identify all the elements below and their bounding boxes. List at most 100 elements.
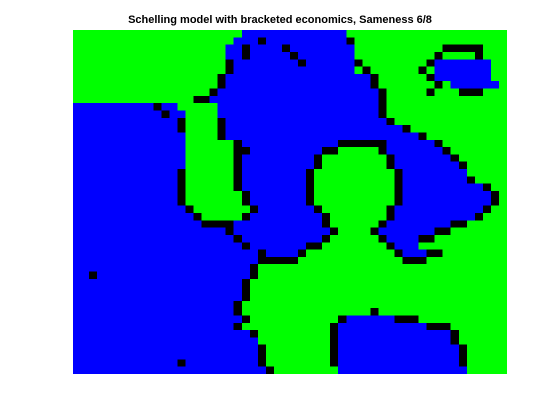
vacant-cell: [450, 220, 468, 229]
vacant-cell: [241, 286, 251, 294]
vacant-cell: [362, 66, 371, 75]
vacant-cell: [338, 315, 347, 324]
vacant-cell: [458, 359, 468, 368]
vacant-cell: [346, 37, 355, 46]
vacant-cell: [177, 125, 186, 133]
vacant-cell: [306, 176, 315, 185]
green-cell: [482, 44, 507, 53]
green-cell: [73, 51, 227, 60]
blue-cell: [338, 322, 428, 331]
green-cell: [458, 154, 507, 163]
vacant-cell: [298, 59, 307, 67]
blue-cell: [73, 300, 235, 309]
blue-cell: [73, 264, 251, 272]
green-cell: [185, 161, 235, 170]
blue-cell: [386, 139, 436, 148]
green-cell: [338, 147, 379, 155]
green-cell: [265, 352, 331, 360]
vacant-cell: [217, 117, 227, 126]
blue-cell: [73, 234, 235, 243]
green-cell: [362, 59, 428, 67]
vacant-cell: [249, 330, 259, 338]
green-cell: [185, 183, 235, 192]
blue-cell: [265, 37, 347, 46]
green-cell: [474, 176, 507, 185]
blue-cell: [73, 161, 186, 170]
vacant-cell: [233, 183, 243, 192]
blue-cell: [73, 330, 251, 338]
blue-cell: [249, 242, 307, 250]
vacant-cell: [386, 212, 395, 221]
vacant-cell: [458, 352, 468, 360]
vacant-cell: [217, 81, 227, 89]
blue-cell: [338, 330, 452, 338]
blue-cell: [434, 73, 492, 82]
blue-cell: [73, 249, 259, 258]
vacant-cell: [426, 59, 436, 67]
vacant-cell: [370, 73, 379, 82]
green-cell: [458, 337, 507, 346]
green-cell: [241, 300, 507, 309]
blue-cell: [402, 183, 484, 192]
vacant-cell: [161, 110, 170, 119]
green-cell: [378, 81, 436, 89]
vacant-cell: [330, 322, 339, 331]
green-cell: [314, 183, 395, 192]
vacant-cell: [378, 147, 387, 155]
green-cell: [193, 205, 251, 214]
vacant-cell: [233, 139, 243, 148]
green-cell: [330, 220, 379, 229]
vacant-cell: [370, 81, 379, 89]
green-cell: [354, 51, 436, 60]
vacant-cell: [378, 88, 387, 97]
green-cell: [466, 366, 507, 374]
vacant-cell: [442, 44, 484, 53]
green-cell: [306, 249, 395, 258]
green-cell: [482, 212, 507, 221]
vacant-cell: [177, 169, 186, 177]
vacant-cell: [233, 322, 243, 331]
green-cell: [442, 81, 452, 89]
vacant-cell: [386, 242, 395, 250]
green-cell: [426, 256, 507, 265]
green-cell: [434, 234, 507, 243]
green-cell: [418, 242, 507, 250]
vacant-cell: [241, 212, 251, 221]
blue-cell: [73, 286, 243, 294]
green-cell: [466, 169, 507, 177]
blue-cell: [225, 132, 419, 141]
vacant-cell: [201, 220, 235, 229]
vacant-cell: [402, 256, 428, 265]
green-cell: [346, 30, 507, 38]
green-cell: [418, 315, 507, 324]
vacant-cell: [265, 366, 275, 374]
blue-cell: [73, 117, 178, 126]
blue-cell: [73, 103, 154, 111]
green-cell: [241, 322, 331, 331]
green-cell: [482, 51, 507, 60]
vacant-cell: [434, 139, 444, 148]
vacant-cell: [370, 227, 379, 236]
vacant-cell: [458, 344, 468, 353]
green-cell: [386, 103, 507, 111]
blue-cell: [241, 161, 315, 170]
green-cell: [322, 242, 387, 250]
green-cell: [378, 73, 428, 82]
green-cell: [322, 205, 387, 214]
vacant-cell: [386, 205, 395, 214]
vacant-cell: [241, 242, 251, 250]
green-cell: [185, 198, 243, 207]
green-cell: [450, 227, 507, 236]
vacant-cell: [482, 183, 492, 192]
blue-cell: [73, 293, 243, 302]
vacant-cell: [386, 154, 395, 163]
blue-cell: [249, 44, 283, 53]
green-cell: [177, 103, 219, 111]
green-cell: [314, 191, 395, 199]
green-cell: [185, 191, 243, 199]
green-cell: [265, 359, 331, 368]
vacant-cell: [314, 154, 323, 163]
blue-cell: [394, 161, 460, 170]
blue-cell: [249, 198, 307, 207]
blue-cell: [249, 212, 323, 221]
